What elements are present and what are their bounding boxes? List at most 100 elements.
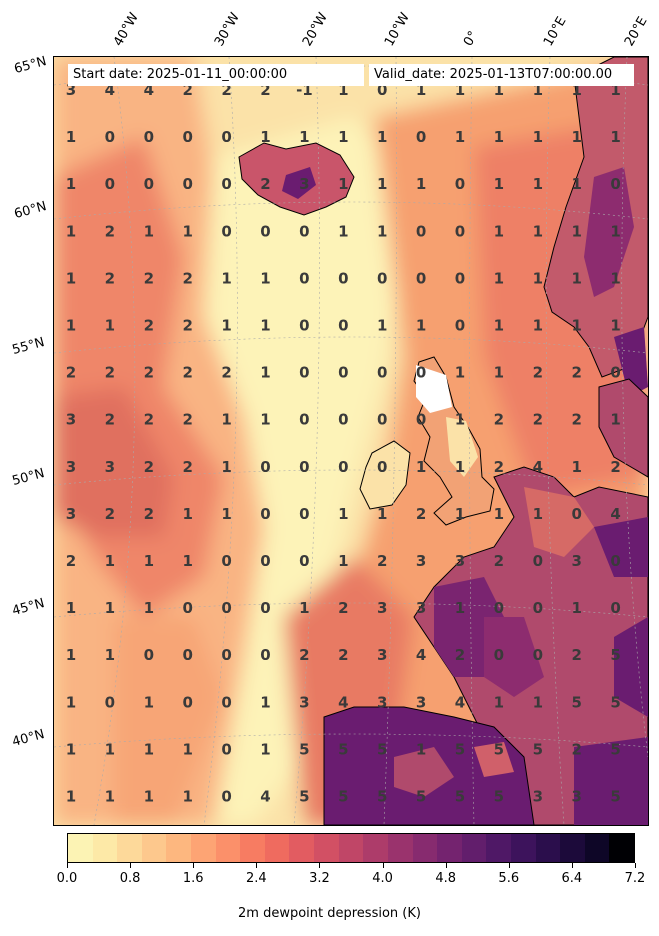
grid-value: 0	[299, 317, 309, 335]
grid-value: 1	[610, 317, 620, 335]
grid-value: 1	[494, 693, 504, 711]
grid-value: 0	[299, 411, 309, 429]
grid-value: 0	[260, 505, 270, 523]
colorbar-segment	[363, 834, 388, 862]
lat-label-40n: 40°N	[10, 727, 47, 750]
grid-value: 0	[377, 364, 387, 382]
grid-value: 1	[221, 269, 231, 287]
lon-label-30w: 30°W	[212, 10, 243, 50]
grid-value: 1	[260, 128, 270, 146]
colorbar-segment	[486, 834, 511, 862]
grid-value: 1	[260, 269, 270, 287]
grid-value: 1	[338, 222, 348, 240]
grid-value: 1	[299, 128, 309, 146]
grid-value: 5	[455, 788, 465, 806]
grid-value: 1	[571, 269, 581, 287]
grid-value: 2	[494, 552, 504, 570]
colorbar-segment	[117, 834, 142, 862]
grid-value: 0	[221, 128, 231, 146]
grid-value: 1	[144, 552, 154, 570]
grid-value: 0	[338, 364, 348, 382]
grid-value: 2	[416, 505, 426, 523]
colorbar-tick-label: 4.8	[435, 871, 456, 886]
grid-value: 3	[377, 646, 387, 664]
grid-value: 0	[182, 128, 192, 146]
colorbar-segment	[92, 834, 118, 862]
grid-value: 1	[455, 505, 465, 523]
grid-value: 2	[182, 81, 192, 99]
grid-value: 0	[182, 175, 192, 193]
grid-value: 1	[66, 740, 76, 758]
grid-value: 1	[455, 458, 465, 476]
colorbar-segment	[461, 834, 487, 862]
grid-value: 1	[105, 788, 115, 806]
grid-value: 1	[571, 317, 581, 335]
grid-value: 0	[455, 222, 465, 240]
valid-date-label: Valid_date: 2025-01-13T07:00:00.00	[374, 67, 613, 82]
colorbar-tick	[130, 863, 132, 868]
grid-value: 5	[571, 693, 581, 711]
grid-values-layer: 3 4 4 2 2 2 -1 1 0 1 1 1 1 1 11 0 0 0 0 1 1 1 1 0 1 1 1 1 11 0 0 0 0 2 3 1 1…	[66, 81, 621, 806]
lat-label-45n: 45°N	[10, 596, 47, 619]
grid-value: 4	[105, 81, 115, 99]
colorbar-tick	[67, 863, 68, 868]
grid-value: 3	[377, 599, 387, 617]
grid-value: 0	[260, 599, 270, 617]
grid-value: 1	[610, 81, 620, 99]
grid-value: 2	[221, 81, 231, 99]
colorbar-tick-label: 5.6	[498, 871, 520, 886]
grid-value: 0	[299, 222, 309, 240]
grid-value: 1	[182, 788, 192, 806]
grid-value: 1	[144, 222, 154, 240]
grid-value: 0	[182, 693, 192, 711]
grid-value: 4	[455, 693, 465, 711]
grid-value: 1	[105, 646, 115, 664]
grid-value: 0	[221, 599, 231, 617]
grid-value: 0	[299, 505, 309, 523]
grid-value: 1	[377, 175, 387, 193]
grid-value: 0	[105, 693, 115, 711]
grid-value: 2	[494, 411, 504, 429]
grid-value: 0	[221, 740, 231, 758]
grid-value: 3	[533, 788, 543, 806]
map-panel[interactable]: 3 4 4 2 2 2 -1 1 0 1 1 1 1 1 1 1 0 0 0 0 1 1 1 1 0 1 1 1 1 1 1 0 0 0 0 2 3 1 1…	[53, 56, 649, 826]
grid-value: 2	[144, 317, 154, 335]
grid-value: 0	[416, 411, 426, 429]
grid-value: 0	[416, 128, 426, 146]
grid-value: 0	[338, 269, 348, 287]
colorbar-tick-label: 7.2	[624, 871, 646, 886]
lon-label-0: 0°	[461, 28, 482, 49]
colorbar-tick	[508, 863, 510, 868]
valid-date-box: Valid_date: 2025-01-13T07:00:00.00	[369, 64, 634, 86]
colorbar-segment	[289, 834, 315, 862]
colorbar-segment	[412, 834, 438, 862]
colorbar-tick-label: 1.6	[182, 871, 204, 886]
grid-value: 1	[377, 222, 387, 240]
colorbar-segment	[141, 834, 167, 862]
lon-label-20w: 20°W	[300, 10, 331, 50]
colorbar-segment	[338, 834, 364, 862]
grid-value: 1	[377, 505, 387, 523]
grid-value: 0	[221, 788, 231, 806]
grid-value: 0	[533, 646, 543, 664]
grid-value: 0	[338, 458, 348, 476]
colorbar-segment	[387, 834, 413, 862]
grid-value: 2	[299, 646, 309, 664]
grid-value: 1	[533, 128, 543, 146]
grid-value: 1	[338, 128, 348, 146]
grid-value: 1	[494, 128, 504, 146]
grid-value: 4	[533, 458, 543, 476]
colorbar-tick	[445, 863, 447, 868]
grid-value: 0	[338, 411, 348, 429]
grid-value: 1	[182, 222, 192, 240]
grid-value: 5	[338, 740, 348, 758]
grid-value: 2	[105, 364, 115, 382]
grid-value: 1	[66, 269, 76, 287]
grid-value: 0	[455, 269, 465, 287]
grid-value: 1	[416, 317, 426, 335]
grid-value: 0	[416, 364, 426, 382]
land-masses	[238, 57, 648, 825]
grid-value: 1	[105, 317, 115, 335]
grid-value: 1	[455, 128, 465, 146]
grid-value: 3	[299, 693, 309, 711]
